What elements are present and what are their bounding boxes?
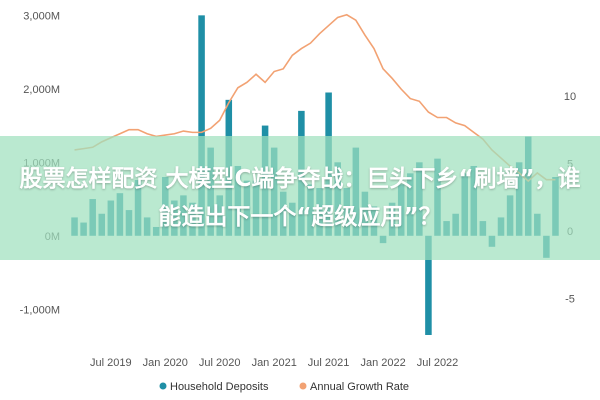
x-axis-tick-label: Jan 2020 — [143, 357, 188, 369]
right-axis-tick-label: -5 — [565, 294, 575, 306]
headline-overlay: 股票怎样配资 大模型C端争夺战：巨头下乡“刷墙”，谁能造出下一个“超级应用”？ — [0, 136, 600, 260]
left-axis-tick-label: 2,000M — [23, 84, 60, 96]
x-axis-tick-label: Jul 2022 — [417, 357, 459, 369]
chart-legend: Household Deposits Annual Growth Rate — [159, 381, 409, 393]
x-axis-tick-label: Jan 2021 — [252, 357, 297, 369]
x-axis-tick-label: Jul 2021 — [308, 357, 350, 369]
legend-label-annual-growth-rate: Annual Growth Rate — [310, 381, 409, 393]
legend-label-household-deposits: Household Deposits — [170, 381, 269, 393]
x-axis-ticks: Jul 2019 Jan 2020 Jul 2020 Jan 2021 Jul 2021… — [90, 357, 458, 369]
deposit-bar — [198, 15, 205, 236]
right-axis-tick-label: 10 — [564, 91, 576, 103]
x-axis-tick-label: Jul 2020 — [199, 357, 241, 369]
legend-marker-household-deposits — [159, 382, 167, 390]
left-axis-tick-label: 3,000M — [23, 10, 60, 22]
legend-marker-annual-growth-rate — [299, 382, 307, 390]
article-headline: 股票怎样配资 大模型C端争夺战：巨头下乡“刷墙”，谁能造出下一个“超级应用”？ — [19, 166, 581, 230]
deposit-bar — [425, 235, 432, 335]
left-axis-tick-label: -1,000M — [20, 304, 60, 316]
x-axis-tick-label: Jan 2022 — [360, 357, 405, 369]
x-axis-tick-label: Jul 2019 — [90, 357, 132, 369]
annual-growth-rate-line — [74, 13, 556, 183]
